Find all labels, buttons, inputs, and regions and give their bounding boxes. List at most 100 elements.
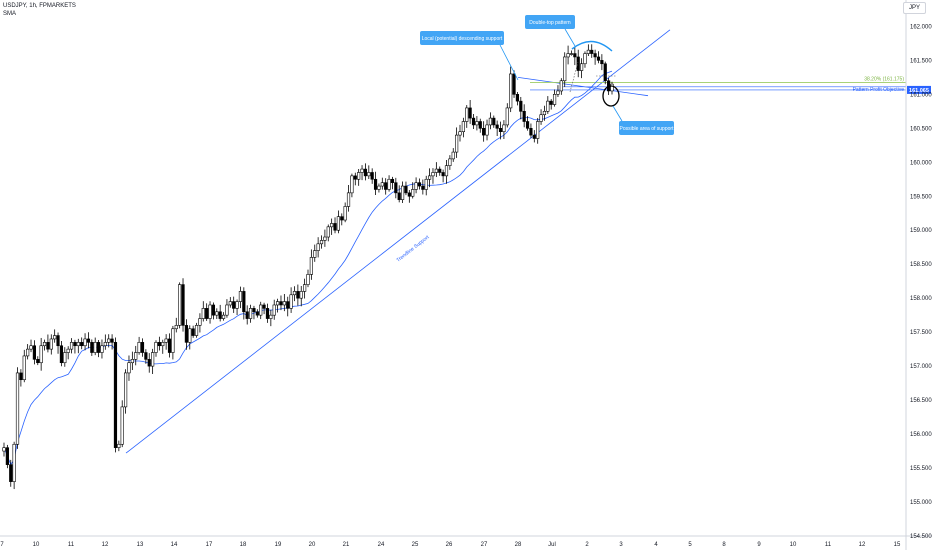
y-tick-label: 162.000 — [910, 24, 932, 30]
candle-body — [124, 372, 128, 408]
y-tick-label: 160.000 — [910, 160, 932, 166]
candle-body — [421, 185, 425, 190]
candle-body — [19, 372, 23, 381]
candle-body — [303, 284, 307, 292]
x-tick-label: 27 — [481, 542, 488, 548]
candle-body — [194, 325, 199, 336]
candle-body — [164, 338, 168, 343]
candle-body — [404, 185, 408, 194]
candle-body — [83, 338, 87, 347]
candle-body — [167, 338, 172, 353]
candle-body — [215, 311, 219, 316]
candle-body — [22, 355, 26, 381]
candle-body — [46, 342, 50, 350]
candle-body — [107, 338, 111, 343]
candle-body — [269, 314, 273, 319]
candle-body — [367, 172, 371, 177]
double-top-arc — [571, 40, 613, 52]
candle-body — [512, 73, 516, 95]
candle-body — [563, 56, 567, 82]
x-tick-label: 13 — [137, 542, 144, 548]
candle-body — [556, 90, 560, 95]
candle-body — [292, 291, 297, 296]
descending-support-callout-text: Local (potential) descending support — [422, 36, 503, 42]
candle-body — [80, 342, 84, 347]
x-tick-label: 2 — [585, 542, 589, 548]
descending-support-callout-box — [420, 31, 504, 45]
candle-body — [357, 172, 361, 180]
candle-body — [117, 443, 121, 448]
double-top-callout-pointer — [564, 28, 576, 47]
x-tick-label: 18 — [240, 542, 247, 548]
candle-body — [245, 311, 249, 319]
candle-body — [279, 301, 283, 306]
candle-body — [603, 63, 607, 82]
candle-body — [49, 338, 53, 350]
x-tick-label: 17 — [206, 542, 213, 548]
candle-body — [596, 56, 601, 61]
candle-body — [455, 134, 459, 153]
candle-body — [296, 291, 300, 299]
candle-body — [93, 342, 97, 353]
last-price-label: 161.065 — [909, 88, 929, 94]
x-tick-label: 15 — [894, 542, 901, 548]
candle-body — [438, 168, 442, 173]
y-tick-label: 158.000 — [910, 296, 932, 302]
candle-body — [262, 304, 266, 309]
candle-body — [272, 304, 276, 316]
candle-body — [363, 168, 368, 177]
trendlines — [125, 29, 906, 454]
candle-body — [569, 53, 574, 55]
candle-body — [255, 311, 259, 316]
candle-body — [390, 178, 395, 183]
candle-body — [90, 342, 94, 353]
y-tick-label: 160.500 — [910, 126, 932, 132]
y-tick-label: 157.000 — [910, 364, 932, 370]
sma-line — [3, 70, 613, 466]
candle-body — [482, 128, 486, 136]
x-tick-label: 12 — [859, 542, 866, 548]
candle-body — [56, 335, 60, 347]
candle-body — [333, 223, 337, 231]
candle-body — [532, 134, 536, 139]
candle-body — [387, 178, 391, 190]
candle-body — [519, 100, 523, 112]
candle-body — [252, 308, 256, 313]
x-tick-label: 7 — [0, 542, 4, 548]
descending-support-line — [517, 76, 649, 97]
candle-body — [299, 291, 303, 299]
x-tick-label: 10 — [790, 542, 797, 548]
x-tick-label: 26 — [446, 542, 453, 548]
candle-body — [174, 325, 178, 330]
candle-body — [66, 348, 70, 353]
candle-body — [235, 301, 239, 309]
candle-body — [198, 318, 202, 326]
descending-support-callout-pointer — [499, 44, 519, 81]
currency-selector[interactable]: JPY — [902, 2, 926, 14]
y-tick-label: 156.500 — [910, 398, 932, 404]
candle-body — [549, 100, 553, 105]
y-tick-label: 156.000 — [910, 432, 932, 438]
candle-body — [505, 107, 509, 126]
candle-body — [113, 342, 118, 448]
candle-body — [579, 63, 584, 71]
fib-label: 38.20% (161.175) — [864, 76, 904, 82]
candle-body — [313, 250, 317, 258]
candle-body — [120, 406, 124, 445]
candle-body — [350, 175, 354, 194]
x-tick-label: 3 — [619, 542, 623, 548]
candle-body — [63, 352, 67, 364]
candle-body — [161, 342, 165, 347]
candle-body — [583, 53, 587, 65]
candle-body — [576, 56, 580, 71]
candle-body — [154, 342, 158, 353]
candle-body — [275, 301, 280, 306]
candle-body — [232, 301, 236, 309]
candle-body — [370, 172, 374, 180]
candle-body — [451, 151, 455, 160]
candle-body — [461, 121, 465, 133]
y-tick-label: 159.000 — [910, 228, 932, 234]
